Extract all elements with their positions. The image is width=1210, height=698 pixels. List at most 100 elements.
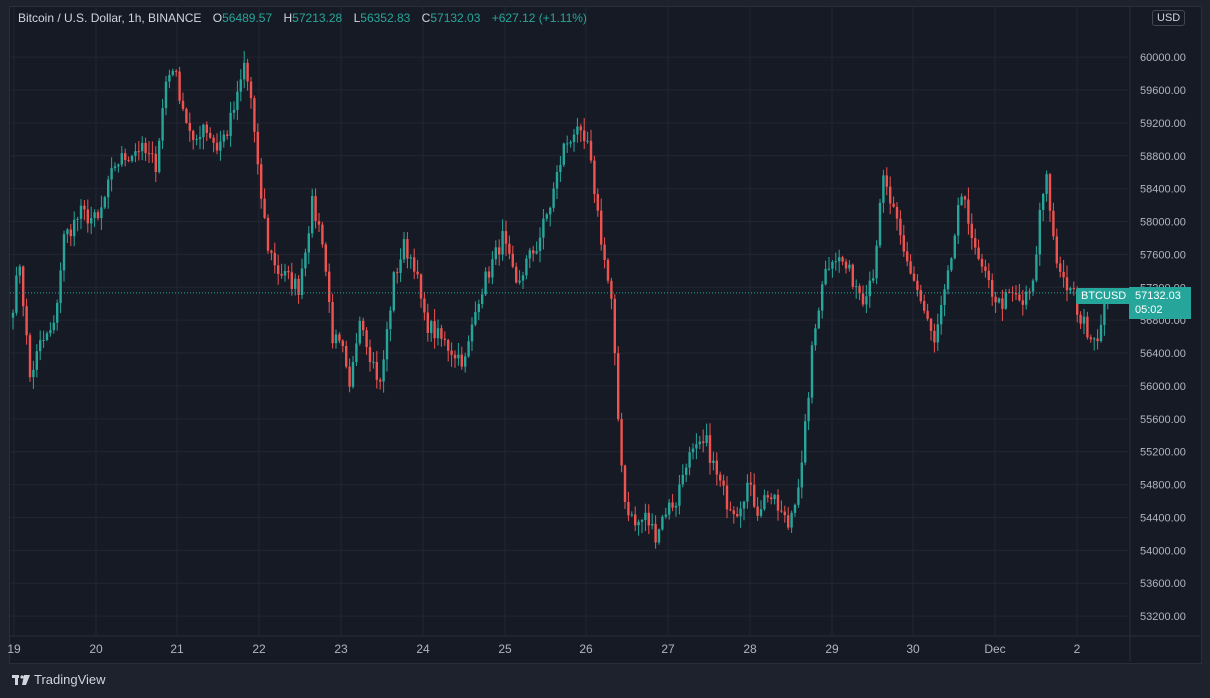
candle-body <box>773 494 776 500</box>
candle-body <box>810 345 814 398</box>
candle-body <box>742 501 746 509</box>
candle-body <box>736 514 739 517</box>
candle-body <box>1093 338 1096 340</box>
candle-body <box>780 510 783 512</box>
candle-body <box>549 207 552 215</box>
candle-body <box>151 153 154 155</box>
candle-body <box>171 70 174 76</box>
candle-body <box>552 188 555 208</box>
candle-body <box>307 233 310 253</box>
candle-body <box>178 71 181 101</box>
candle-body <box>559 164 562 173</box>
candle-body <box>712 460 715 464</box>
tradingview-branding[interactable]: TradingView <box>12 672 106 687</box>
low-value: 56352.83 <box>360 11 411 25</box>
candle-body <box>681 474 684 485</box>
candle-body <box>117 164 120 167</box>
candle-body <box>504 231 508 244</box>
candle-body <box>134 151 137 156</box>
candle-body <box>868 280 871 297</box>
candle-body <box>464 356 467 367</box>
candle-body <box>603 244 606 260</box>
candle-body <box>300 268 304 295</box>
candle-body <box>872 278 875 281</box>
candle-body <box>753 484 756 507</box>
candle-body <box>35 351 38 370</box>
candle-body <box>899 218 902 236</box>
candle-body <box>569 142 572 144</box>
bar-countdown: 05:02 <box>1135 304 1163 316</box>
candle-body <box>1045 174 1048 194</box>
candle-body <box>776 494 780 511</box>
candle-body <box>185 108 188 123</box>
candle-body <box>817 310 820 329</box>
candle-body <box>287 271 290 273</box>
candle-body <box>491 259 494 278</box>
x-tick-label: 30 <box>906 642 920 656</box>
candle-body <box>525 258 528 276</box>
candle-body <box>443 338 446 340</box>
candle-body <box>630 514 633 516</box>
candle-body <box>90 218 93 224</box>
candle-body <box>657 529 661 543</box>
symbol-title: Bitcoin / U.S. Dollar, 1h, BINANCE <box>18 11 202 25</box>
candle-body <box>967 199 970 224</box>
x-tick-label: 25 <box>498 642 512 656</box>
candle-body <box>933 330 936 343</box>
currency-button[interactable]: USD <box>1152 10 1186 26</box>
candle-body <box>746 482 749 502</box>
y-tick-label: 58400.00 <box>1140 184 1186 196</box>
candle-body <box>365 330 368 348</box>
candle-body <box>889 186 892 204</box>
candle-body <box>678 484 681 506</box>
candle-body <box>409 257 412 259</box>
candle-body <box>188 122 191 131</box>
candle-body <box>572 134 576 143</box>
candle-body <box>430 321 433 333</box>
candle-body <box>620 419 623 466</box>
candle-body <box>1028 291 1031 293</box>
candle-body <box>688 452 691 468</box>
candle-body <box>226 134 229 136</box>
candle-body <box>865 296 868 305</box>
candle-body <box>317 221 321 225</box>
y-tick-label: 54800.00 <box>1140 480 1186 492</box>
candle-body <box>576 126 579 135</box>
candle-body <box>685 467 688 475</box>
candle-body <box>192 130 195 140</box>
candle-body <box>42 339 45 341</box>
candle-body <box>623 465 627 502</box>
chart-panel[interactable] <box>9 6 1202 664</box>
y-tick-label: 53600.00 <box>1140 578 1186 590</box>
candle-body <box>423 298 426 313</box>
candle-body <box>487 271 491 278</box>
candle-body <box>987 270 990 281</box>
candle-body <box>392 272 395 311</box>
candle-body <box>73 219 76 237</box>
candle-body <box>589 140 593 161</box>
candle-body <box>583 130 586 142</box>
candle-body <box>844 261 848 269</box>
candle-body <box>923 301 926 311</box>
candle-body <box>100 207 103 219</box>
candle-body <box>848 264 851 269</box>
x-tick-label: Dec <box>984 642 1005 656</box>
candle-body <box>861 293 865 305</box>
candle-body <box>617 353 620 420</box>
candle-body <box>426 312 429 333</box>
candle-body <box>963 196 967 200</box>
candle-body <box>467 341 470 357</box>
candle-body <box>260 164 263 199</box>
candle-body <box>885 175 888 187</box>
candle-body <box>593 160 596 195</box>
candle-body <box>725 485 729 510</box>
candle-body <box>181 100 185 109</box>
candle-body <box>477 303 480 312</box>
candle-body <box>749 482 752 485</box>
candle-body <box>691 448 695 453</box>
candle-body <box>1018 294 1021 301</box>
candle-body <box>406 239 409 259</box>
candle-body <box>627 501 630 516</box>
candle-body <box>76 218 79 220</box>
